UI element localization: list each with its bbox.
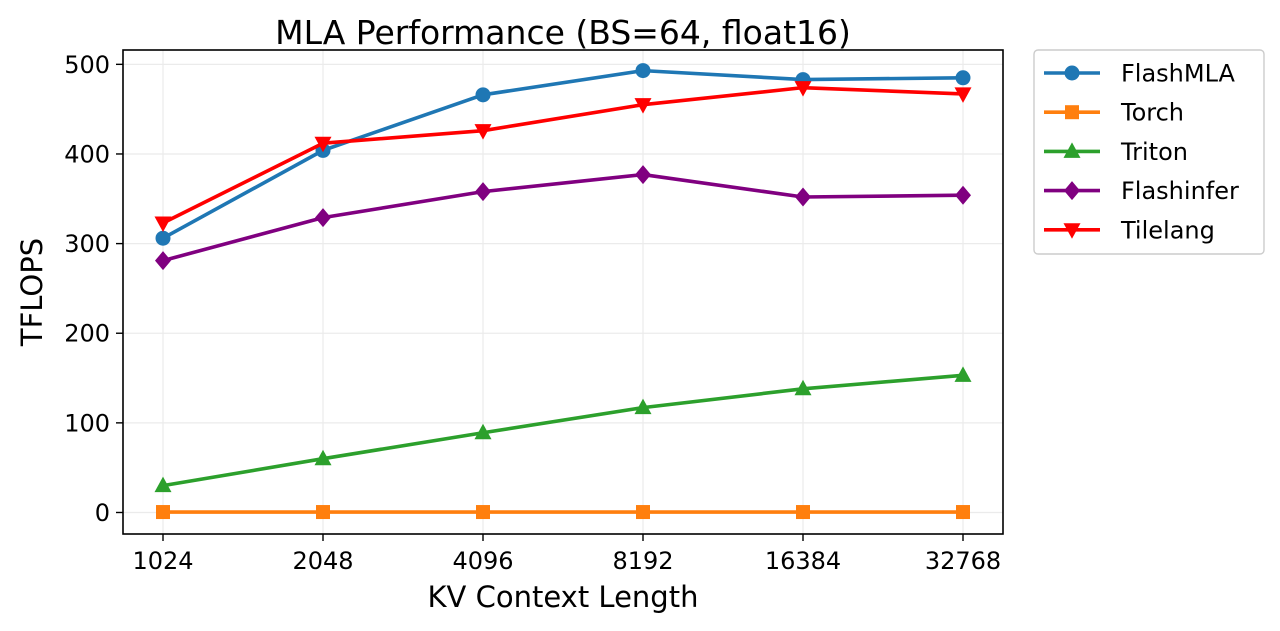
x-tick-label: 32768 — [925, 547, 1001, 575]
series-tilelang — [154, 81, 972, 232]
flashmla-point — [155, 230, 171, 246]
flashinfer-point — [475, 182, 491, 202]
triton-point — [954, 366, 972, 382]
legend-item-triton: Triton — [1044, 138, 1188, 166]
tilelang-point — [794, 81, 812, 97]
x-tick-label: 8192 — [612, 547, 673, 575]
torch-point — [796, 505, 810, 520]
legend-item-flashinfer: Flashinfer — [1044, 177, 1239, 205]
legend-label: Flashinfer — [1121, 177, 1239, 205]
legend-frame — [1033, 49, 1265, 255]
torch-point — [956, 505, 970, 520]
triton-point — [314, 449, 332, 466]
y-tick-label: 500 — [64, 51, 110, 79]
tilelang-line — [161, 85, 965, 225]
torch-point — [476, 505, 490, 520]
legend-marker — [1064, 65, 1080, 81]
flashmla-point — [955, 70, 971, 86]
flashinfer-point — [155, 251, 171, 271]
tilelang-point — [954, 87, 972, 103]
series-flashmla — [155, 63, 971, 246]
flashmla-point — [475, 87, 491, 103]
x-tick-label: 4096 — [452, 547, 513, 575]
legend-label: Tilelang — [1120, 216, 1215, 244]
x-tick-label: 1024 — [132, 547, 193, 575]
y-axis-label: TFLOPS — [15, 238, 49, 347]
flashinfer-point — [315, 208, 331, 228]
y-axis-ticks: 0 100 200 300 400 500 — [64, 51, 123, 527]
plot-area-frame — [122, 49, 1004, 535]
flashinfer-line — [161, 172, 965, 263]
torch-point — [636, 505, 650, 520]
triton-point — [794, 379, 812, 396]
legend-label: Triton — [1120, 138, 1188, 166]
series-flashinfer — [155, 165, 971, 271]
legend-marker — [1063, 142, 1081, 158]
legend-label: FlashMLA — [1121, 60, 1236, 88]
tilelang-point — [154, 216, 172, 232]
torch-point — [316, 505, 330, 520]
y-tick-label: 100 — [64, 409, 110, 437]
tilelang-point — [474, 124, 492, 140]
triton-line — [161, 373, 965, 488]
flashinfer-point — [795, 187, 811, 207]
y-tick-label: 0 — [95, 499, 110, 527]
y-tick-label: 400 — [64, 140, 110, 168]
series-lines — [154, 63, 972, 520]
x-axis-ticks: 1024 2048 4096 8192 16384 32768 — [132, 534, 1001, 575]
flashmla-point — [635, 63, 651, 79]
triton-point — [474, 423, 492, 440]
flashinfer-point — [635, 165, 651, 185]
legend-item-flashmla: FlashMLA — [1044, 60, 1236, 88]
legend: FlashMLA Torch Triton Flashinfer Tilelang — [1033, 49, 1265, 255]
flashinfer-point — [955, 185, 971, 205]
x-tick-label: 16384 — [765, 547, 841, 575]
legend-label: Torch — [1120, 99, 1184, 127]
grid-lines — [123, 50, 1003, 534]
torch-point — [156, 505, 170, 520]
y-tick-label: 200 — [64, 320, 110, 348]
legend-item-torch: Torch — [1044, 99, 1184, 127]
y-tick-label: 300 — [64, 230, 110, 258]
tilelang-point — [634, 98, 652, 114]
legend-marker — [1064, 181, 1080, 201]
legend-marker — [1065, 105, 1079, 120]
legend-marker — [1063, 223, 1081, 239]
series-triton — [154, 366, 972, 493]
triton-point — [154, 476, 172, 493]
x-axis-label: KV Context Length — [428, 580, 699, 614]
triton-point — [634, 398, 652, 415]
legend-item-tilelang: Tilelang — [1044, 216, 1215, 244]
x-tick-label: 2048 — [292, 547, 353, 575]
tilelang-point — [314, 136, 332, 153]
flashmla-line — [161, 68, 965, 241]
chart-title: MLA Performance (BS=64, float16) — [275, 13, 851, 52]
series-torch — [156, 505, 970, 520]
